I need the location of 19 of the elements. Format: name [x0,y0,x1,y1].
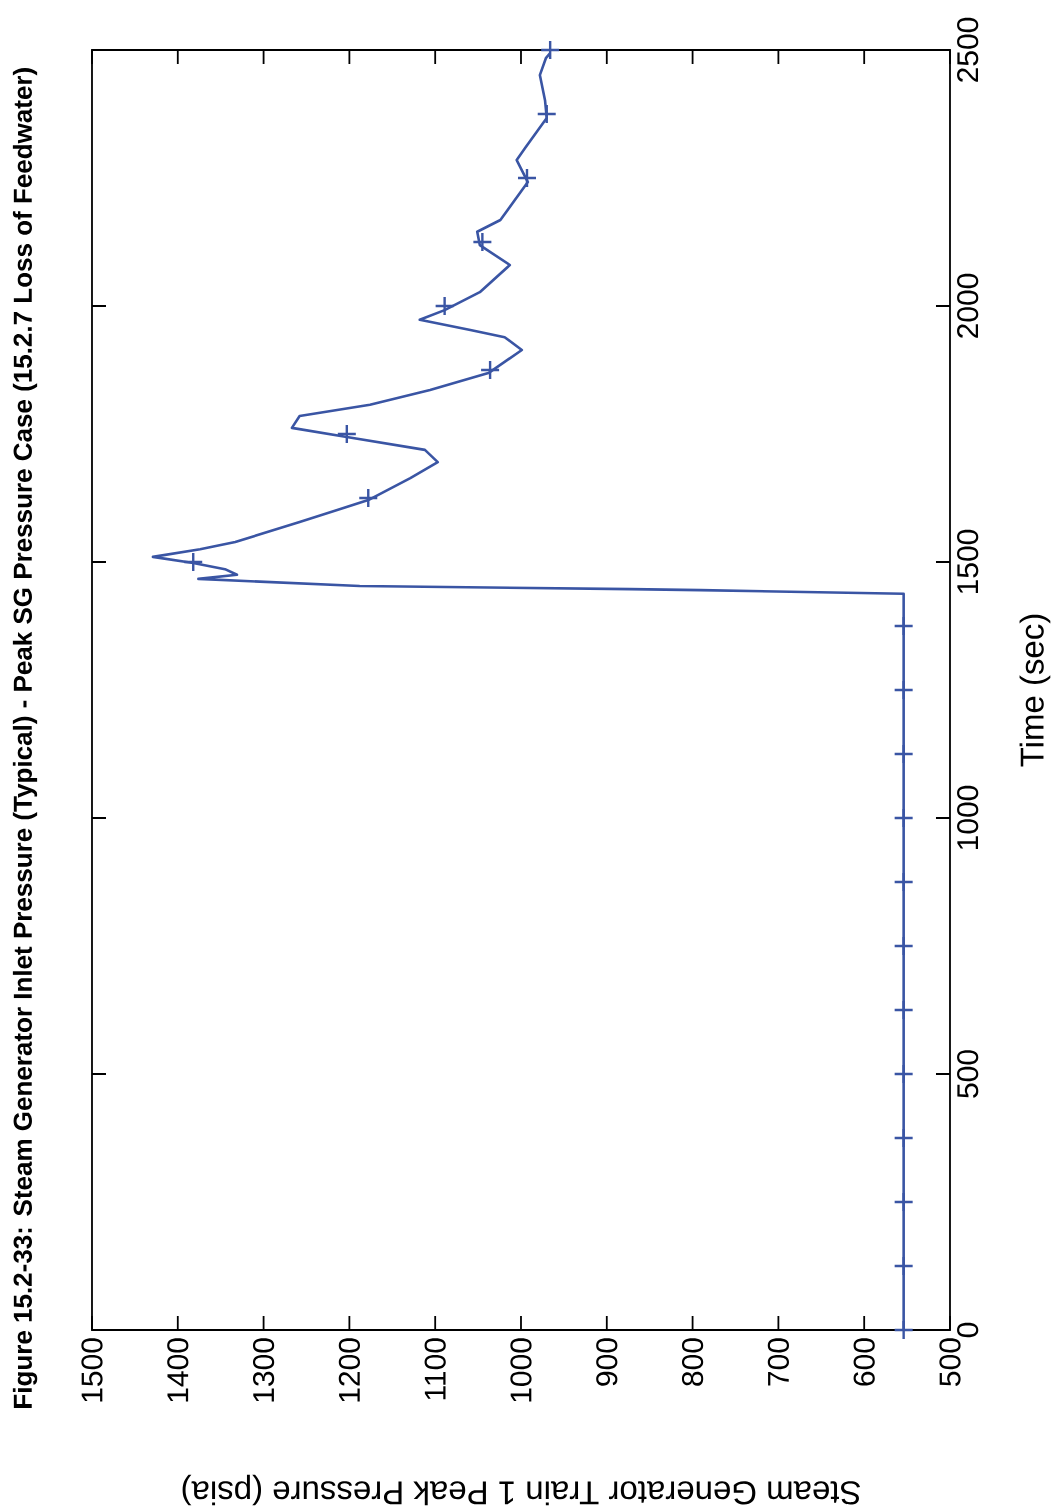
x-axis-title: Steam Generator Train 1 Peak Pressure (psia) [182,1474,861,1506]
x-tick-label: 1100 [424,1338,446,1400]
x-tick-label: 900 [596,1338,618,1386]
x-tick-label: 1000 [510,1338,532,1402]
x-tick-label: 800 [681,1338,704,1386]
text: Figure 15.2-33: Steam Generator Inlet Pressure (Typical) - Peak SG Pressure Case (15.2.7 Loss of Feedwater) [12,68,38,1408]
y-tick-label: 1000 [957,785,979,850]
y-tick-label: 1500 [957,529,979,594]
y-tick-label: 2500 [957,17,979,82]
x-tick-label: 1300 [252,1338,275,1402]
y-axis-title: Time (sec) [1019,614,1051,767]
y-tick-label: 2000 [957,273,979,338]
y-tick-label: 0 [957,1322,979,1338]
x-tick-label: 1500 [81,1338,103,1402]
x-tick-label: 700 [767,1338,789,1386]
x-tick-label: 1400 [167,1338,189,1402]
x-tick-label: 600 [853,1338,875,1386]
y-tick-label: 500 [957,1050,979,1098]
x-tick-label: 1200 [338,1338,360,1402]
